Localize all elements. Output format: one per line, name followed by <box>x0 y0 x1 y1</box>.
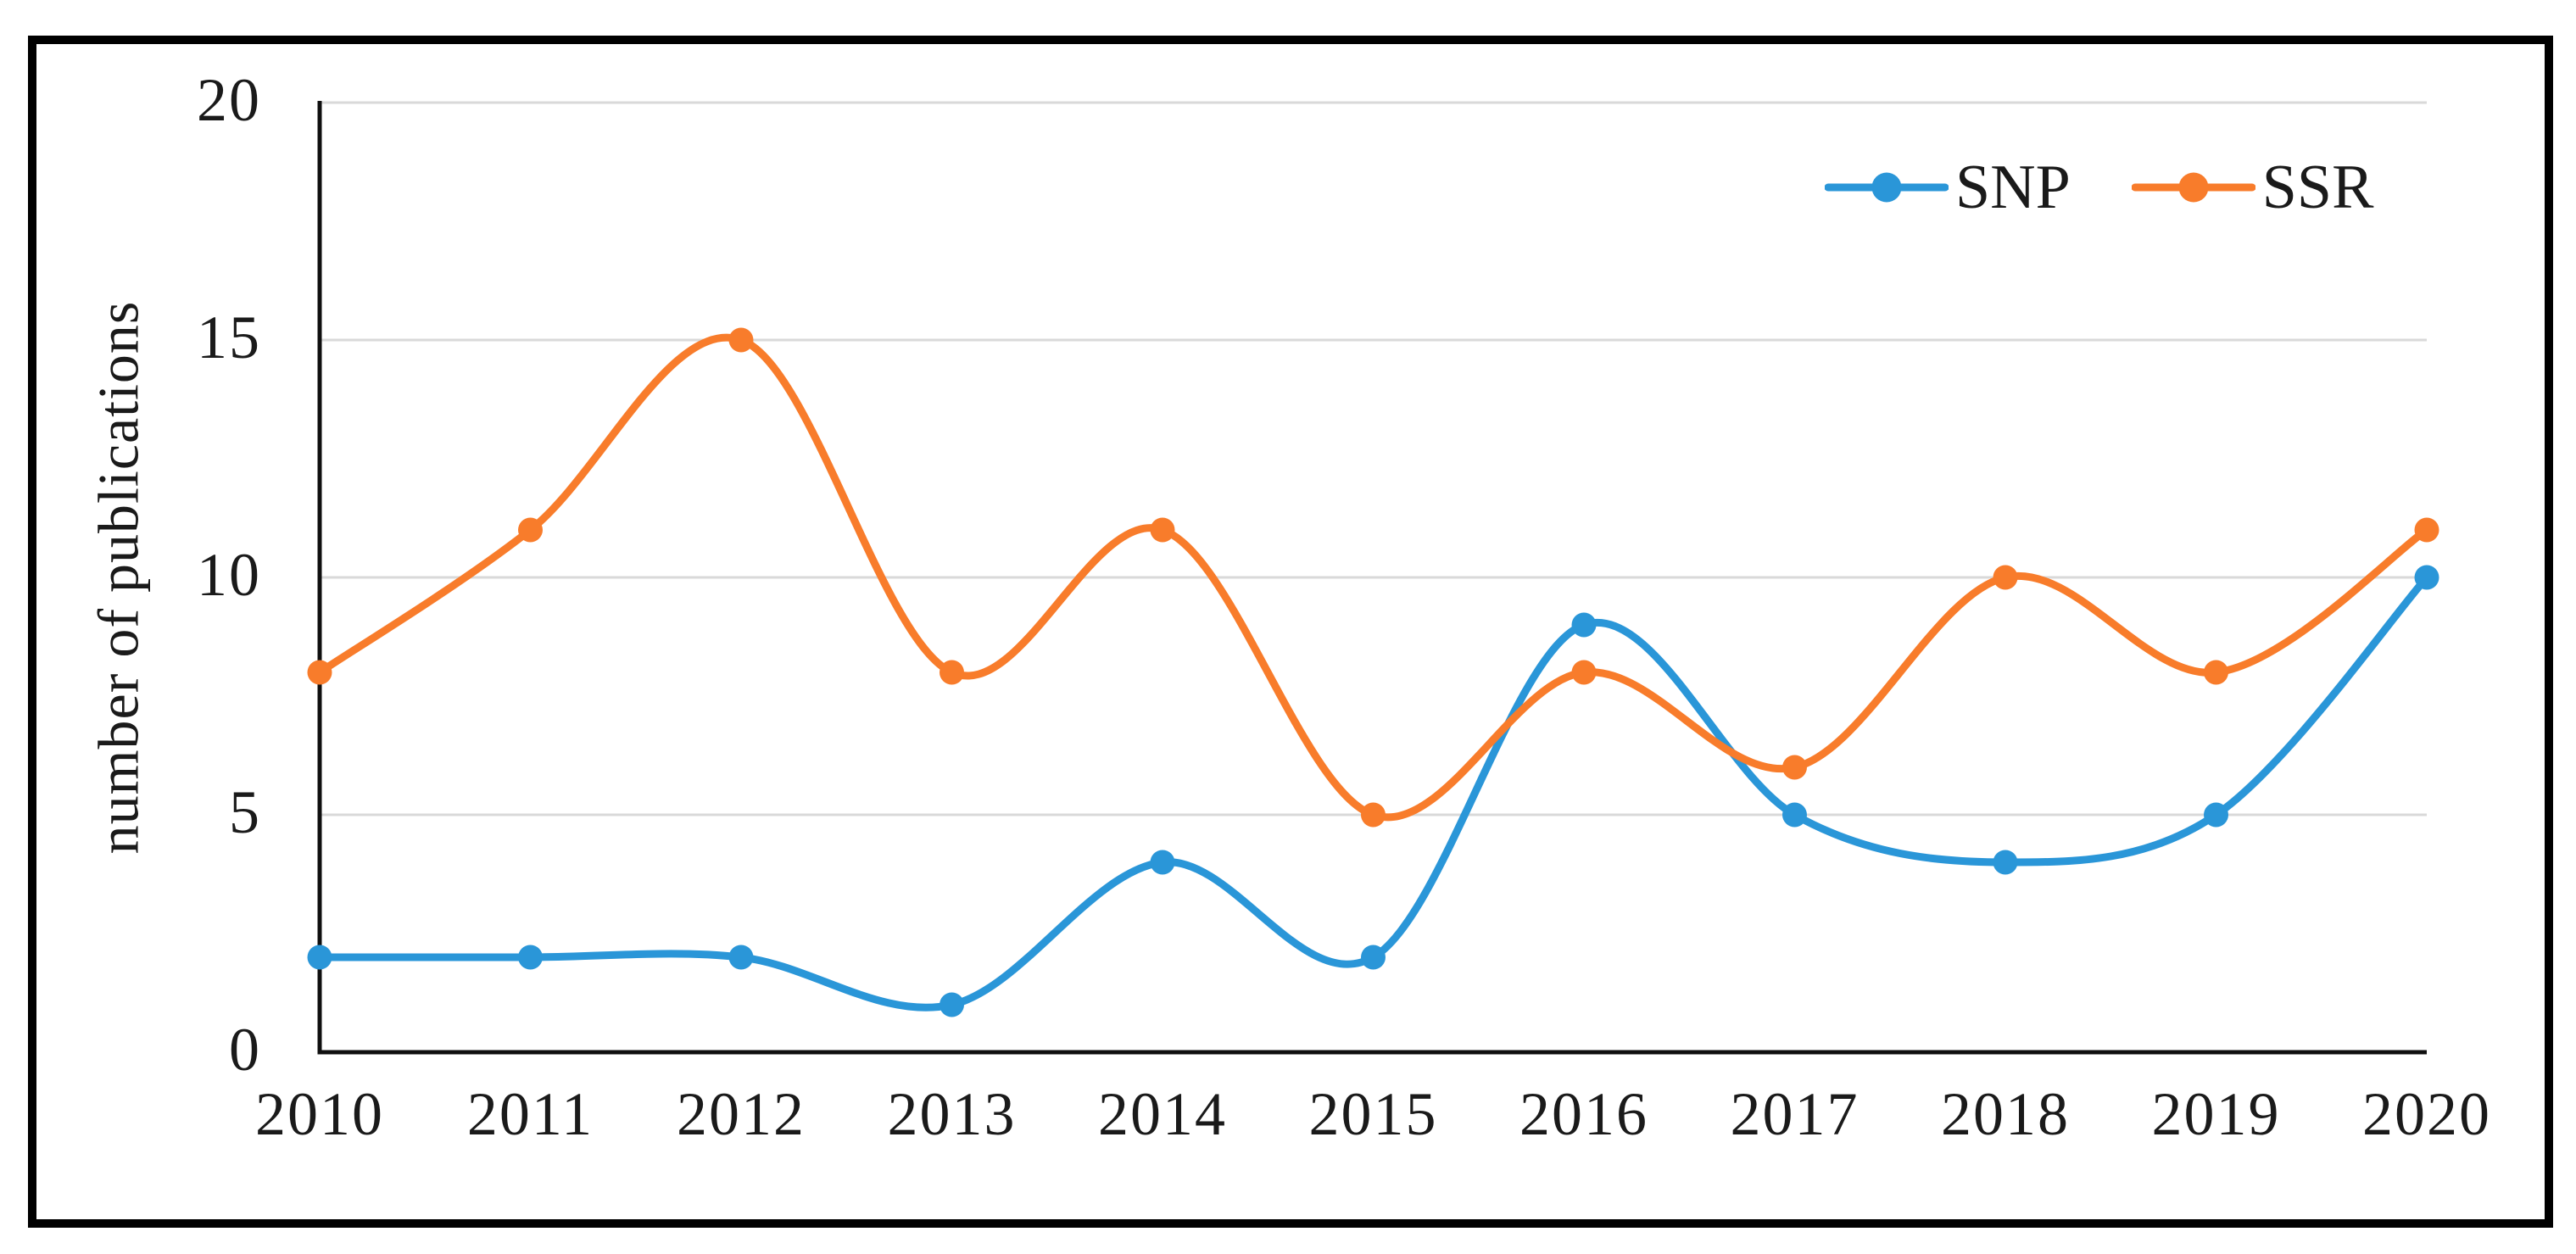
ssr-marker-2011 <box>518 517 543 543</box>
ssr-marker-2014 <box>1150 517 1175 543</box>
snp-marker-2016 <box>1571 612 1597 638</box>
legend-label-ssr: SSR <box>2261 153 2374 222</box>
x-tick-label-2016: 2016 <box>1519 1080 1648 1148</box>
y-tick-label-0: 0 <box>229 1016 261 1084</box>
x-tick-label-2012: 2012 <box>677 1080 806 1148</box>
y-tick-label-20: 20 <box>197 66 261 135</box>
y-tick-label-15: 15 <box>197 304 261 372</box>
snp-marker-2011 <box>518 945 543 970</box>
snp-marker-2010 <box>307 945 332 970</box>
ssr-marker-2020 <box>2414 517 2439 543</box>
snp-marker-2014 <box>1150 850 1175 875</box>
legend: SNP SSR <box>1825 156 2373 219</box>
snp-marker-2019 <box>2204 802 2228 828</box>
legend-swatch-snp-icon <box>1825 172 1949 203</box>
legend-item-ssr: SSR <box>2131 153 2374 222</box>
ssr-marker-2015 <box>1361 802 1386 828</box>
snp-line <box>315 573 2431 1012</box>
legend-label-snp: SNP <box>1955 153 2071 222</box>
y-tick-label-10: 10 <box>197 541 261 610</box>
legend-swatch-ssr-icon <box>2131 172 2255 203</box>
snp-marker-2017 <box>1782 802 1807 828</box>
ssr-marker-2013 <box>940 660 964 685</box>
ssr-marker-2019 <box>2204 660 2228 685</box>
legend-item-snp: SNP <box>1825 156 2071 219</box>
snp-marker-2015 <box>1361 945 1386 970</box>
x-tick-label-2014: 2014 <box>1098 1080 1227 1148</box>
x-tick-label-2018: 2018 <box>1941 1080 2070 1148</box>
x-tick-label-2010: 2010 <box>255 1080 384 1148</box>
ssr-marker-2012 <box>728 327 754 353</box>
y-tick-label-5: 5 <box>229 778 261 847</box>
x-tick-label-2011: 2011 <box>466 1080 594 1148</box>
figure-border <box>28 36 2553 1228</box>
x-tick-label-2017: 2017 <box>1730 1080 1860 1148</box>
snp-marker-2013 <box>940 992 964 1017</box>
ssr-marker-2017 <box>1782 755 1807 780</box>
x-tick-label-2020: 2020 <box>2362 1080 2491 1148</box>
snp-marker-2018 <box>1993 850 2018 875</box>
x-tick-label-2015: 2015 <box>1308 1080 1438 1148</box>
ssr-marker-2010 <box>307 660 332 685</box>
x-tick-label-2013: 2013 <box>887 1080 1017 1148</box>
ssr-marker-2016 <box>1571 660 1597 685</box>
snp-marker-2020 <box>2414 565 2439 590</box>
snp-marker-2012 <box>728 945 754 970</box>
x-tick-label-2019: 2019 <box>2151 1080 2281 1148</box>
ssr-line <box>315 333 2431 822</box>
ssr-marker-2018 <box>1993 565 2018 590</box>
